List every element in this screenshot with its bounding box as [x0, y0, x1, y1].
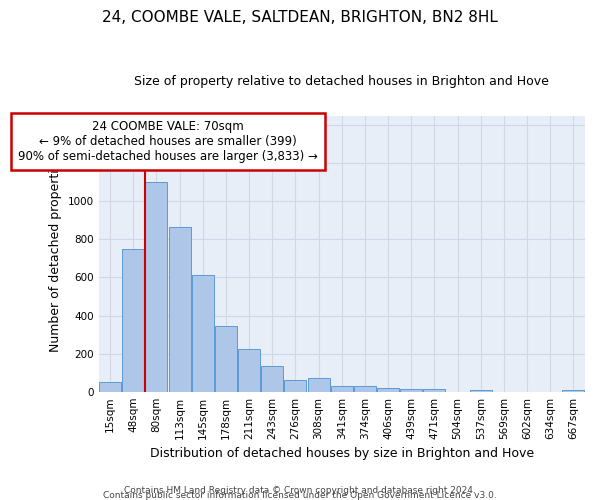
- Bar: [470, 390, 492, 392]
- Text: Contains public sector information licensed under the Open Government Licence v3: Contains public sector information licen…: [103, 491, 497, 500]
- Text: 24, COOMBE VALE, SALTDEAN, BRIGHTON, BN2 8HL: 24, COOMBE VALE, SALTDEAN, BRIGHTON, BN2…: [102, 10, 498, 25]
- Bar: [99, 382, 121, 392]
- Bar: [215, 326, 237, 392]
- Bar: [122, 249, 144, 392]
- Bar: [400, 389, 422, 392]
- Bar: [424, 389, 445, 392]
- Bar: [169, 227, 191, 392]
- Bar: [145, 182, 167, 392]
- Text: 24 COOMBE VALE: 70sqm
← 9% of detached houses are smaller (399)
90% of semi-deta: 24 COOMBE VALE: 70sqm ← 9% of detached h…: [18, 120, 318, 163]
- Text: Contains HM Land Registry data © Crown copyright and database right 2024.: Contains HM Land Registry data © Crown c…: [124, 486, 476, 495]
- Bar: [331, 386, 353, 392]
- Bar: [284, 380, 307, 392]
- Bar: [238, 349, 260, 392]
- Bar: [562, 390, 584, 392]
- Title: Size of property relative to detached houses in Brighton and Hove: Size of property relative to detached ho…: [134, 75, 549, 88]
- Bar: [192, 274, 214, 392]
- Bar: [308, 378, 329, 392]
- Bar: [261, 366, 283, 392]
- Bar: [377, 388, 399, 392]
- X-axis label: Distribution of detached houses by size in Brighton and Hove: Distribution of detached houses by size …: [149, 447, 534, 460]
- Bar: [354, 386, 376, 392]
- Y-axis label: Number of detached properties: Number of detached properties: [49, 155, 62, 352]
